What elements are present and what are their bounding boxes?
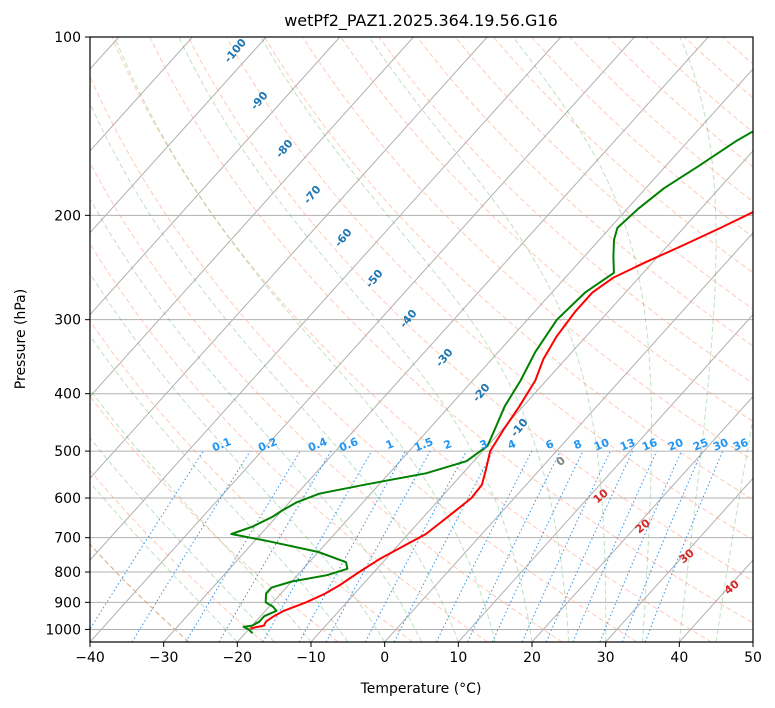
y-tick-label: 300 [54, 313, 81, 329]
mixing-ratio-line [599, 450, 682, 642]
temperature-profile-line [250, 210, 753, 631]
dry-adiabat-line [416, 37, 753, 347]
dry-adiabat-line [90, 320, 414, 642]
mixing-ratio-label: 36 [731, 436, 750, 454]
mixing-ratio-label: 20 [666, 436, 685, 454]
moist-adiabat-line [90, 437, 275, 642]
dry-adiabat-line [90, 395, 339, 642]
mixing-ratio-label: 25 [691, 436, 710, 454]
isotherm-line [163, 37, 709, 642]
x-tick-label: 40 [670, 650, 688, 666]
moist-adiabat-line [368, 37, 607, 642]
isotherm-line [90, 37, 635, 642]
dry-adiabat-line [302, 37, 753, 461]
isotherm-line [90, 37, 341, 316]
moist-adiabat-line [512, 37, 653, 642]
x-tick-label: −20 [223, 650, 253, 666]
isotherm-line [236, 68, 753, 642]
y-tick-label: 100 [54, 30, 81, 46]
moist-adiabat-line [715, 415, 753, 642]
y-tick-label: 400 [54, 387, 81, 403]
isotherm-line [90, 37, 562, 561]
isotherm-line [90, 37, 193, 152]
x-tick-label: 30 [597, 650, 615, 666]
mixing-ratio-line [545, 450, 633, 642]
dry-adiabat-line [111, 37, 712, 642]
mixing-ratio-line [644, 450, 724, 642]
mixing-ratio-label: 16 [640, 436, 659, 454]
dewpoint-profile-line [230, 130, 753, 635]
moist-adiabat-line [90, 334, 349, 642]
dry-adiabat-line [90, 242, 488, 642]
y-tick-label: 200 [54, 208, 81, 224]
x-tick-label: 50 [744, 650, 762, 666]
axes: −40 −30 −20 −10 0 10 20 30 40 50 1000 900 800 700 600 5… [45, 30, 762, 666]
moist-adiabat-line [90, 197, 422, 642]
mixing-ratio-label: 2 [442, 437, 454, 452]
y-tick-label: 700 [54, 531, 81, 547]
x-tick-label: −40 [75, 650, 105, 666]
moist-adiabat-line [90, 481, 238, 642]
isotherm-line [90, 37, 414, 398]
dry-adiabat-line [378, 37, 753, 384]
isotherm-line [605, 477, 753, 642]
dry-adiabat-line [90, 469, 264, 642]
moist-adiabat-line [90, 388, 312, 642]
moist-adiabat-line [678, 37, 717, 642]
x-tick-label: 20 [523, 650, 541, 666]
moist-adiabat-line [178, 37, 533, 642]
grid-lines [90, 37, 753, 642]
moist-adiabat-line [114, 37, 496, 642]
isotherm-line [531, 395, 753, 642]
x-axis-title: Temperature (°C) [360, 681, 482, 697]
moist-adiabat-line [90, 272, 386, 642]
isotherm-line [90, 37, 267, 234]
dry-adiabat-line [493, 37, 753, 274]
plot-area [90, 37, 753, 642]
x-tick-label: 0 [380, 650, 389, 666]
mixing-ratio-label: 3 [478, 437, 490, 452]
chart-title: wetPf2_PAZ1.2025.364.19.56.G16 [284, 11, 558, 31]
dry-adiabat-line [90, 161, 563, 642]
dry-adiabat-line [569, 37, 753, 203]
isotherm-line [90, 37, 488, 480]
dry-adiabat-line [187, 37, 753, 582]
isotherm-line [384, 231, 753, 642]
mixing-ratio-line [572, 450, 658, 642]
x-tick-label: −10 [296, 650, 326, 666]
sounding-series [230, 130, 753, 635]
y-tick-label: 800 [54, 565, 81, 581]
mixing-ratio-line [131, 450, 251, 642]
mixing-ratio-line [325, 450, 431, 642]
mixing-ratio-label: 8 [572, 437, 584, 452]
x-tick-label: −30 [149, 650, 179, 666]
mixing-ratio-label: 10 [592, 436, 611, 454]
mixing-ratio-line [621, 450, 703, 642]
plot-frame [89, 36, 754, 643]
adiabat-lines [90, 37, 753, 642]
isotherm-line [457, 313, 753, 642]
dry-adiabat-line [90, 75, 638, 642]
mixing-ratio-line [364, 450, 467, 642]
x-tick-label: 10 [449, 650, 467, 666]
mixing-ratio-label: 1 [384, 437, 396, 452]
mixing-ratio-line [435, 450, 533, 642]
mixing-ratio-label: 30 [711, 436, 730, 454]
y-axis-title: Pressure (hPa) [13, 289, 29, 389]
y-tick-label: 1000 [45, 622, 81, 638]
moist-adiabat-line [260, 37, 570, 642]
y-tick-label: 500 [54, 444, 81, 460]
dry-adiabat-line [149, 37, 753, 624]
dry-adiabat-line [264, 37, 753, 501]
mixing-ratio-label: 13 [618, 436, 637, 454]
y-tick-label: 600 [54, 491, 81, 507]
dry-adiabat-line [225, 37, 753, 541]
mixing-ratio-line [90, 450, 204, 630]
y-tick-label: 900 [54, 595, 81, 611]
mixing-ratio-line [298, 450, 406, 642]
moist-adiabat-line [90, 102, 459, 642]
